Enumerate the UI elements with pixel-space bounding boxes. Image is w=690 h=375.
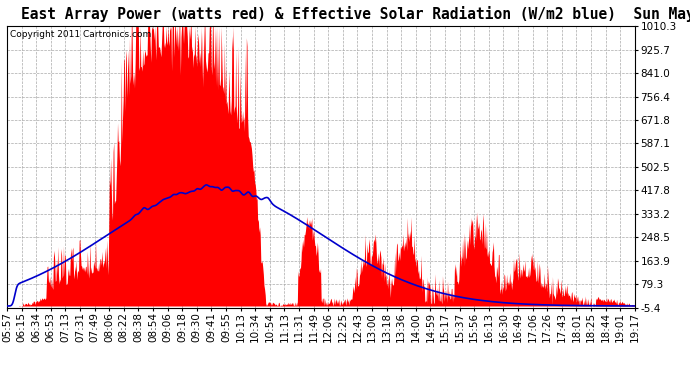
Text: East Array Power (watts red) & Effective Solar Radiation (W/m2 blue)  Sun May 29: East Array Power (watts red) & Effective… bbox=[21, 6, 690, 22]
Text: Copyright 2011 Cartronics.com: Copyright 2011 Cartronics.com bbox=[10, 30, 151, 39]
